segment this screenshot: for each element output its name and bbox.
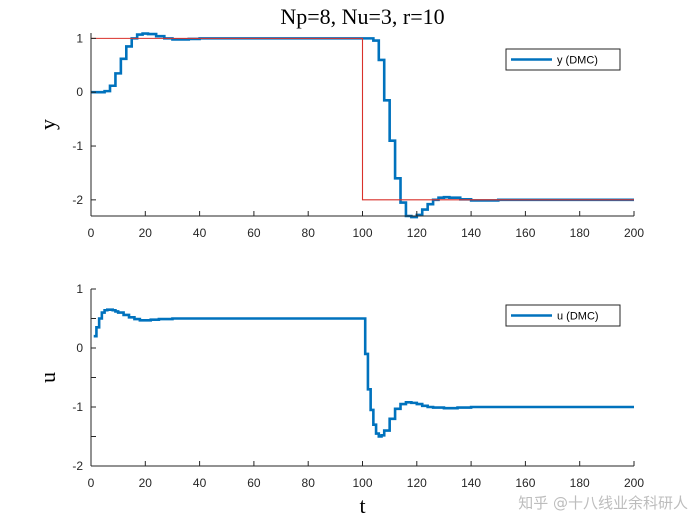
subplot-2-y-tick-label: -1 [72, 400, 83, 414]
subplot-2-legend-box [505, 304, 621, 327]
subplot-2-x-tick-label: 60 [247, 476, 261, 490]
subplot-1-x-tick-label: 100 [352, 226, 372, 240]
subplot-2-y-tick-label: 1 [76, 282, 83, 296]
subplot-2-y-tick-label: 0 [76, 341, 83, 355]
subplot-2-x-tick-label: 100 [352, 476, 372, 490]
subplot-1: 0 20 40 60 80 100 120 140 160 180 200 1 0 -1 -2 Np=8, N… [35, 4, 644, 240]
subplot-1-title: Np=8, Nu=3, r=10 [280, 4, 444, 29]
watermark: 知乎 @十八线业余科研人 [518, 494, 688, 512]
subplot-1-x-tick-label: 180 [570, 226, 590, 240]
subplot-1-x-tick-label: 20 [139, 226, 153, 240]
subplot-1-y-label: y [35, 119, 60, 130]
subplot-1-x-tick-label: 120 [407, 226, 427, 240]
subplot-2-y-label: u [35, 372, 60, 383]
subplot-1-legend-box [505, 48, 621, 71]
subplot-2-x-tick-label: 0 [88, 476, 95, 490]
subplot-1-x-tick-label: 160 [515, 226, 535, 240]
subplot-2-x-tick-label: 180 [570, 476, 590, 490]
subplot-2-y-tick-label: -2 [72, 459, 83, 473]
subplot-1-x-tick-label: 60 [247, 226, 261, 240]
subplot-2-legend-label: u (DMC) [557, 311, 599, 323]
subplot-2-series-line-0 [93, 308, 634, 438]
subplot-2-x-tick-label: 40 [193, 476, 207, 490]
subplot-1-x-tick-label: 40 [193, 226, 207, 240]
subplot-1-y-tick-label: 0 [76, 85, 83, 99]
subplot-1-y-tick-label: -2 [72, 193, 83, 207]
subplot-1-x-tick-label: 140 [461, 226, 481, 240]
subplot-1-x-tick-label: 200 [624, 226, 644, 240]
subplot-2-x-label: t [359, 493, 365, 518]
subplot-2-x-tick-label: 160 [515, 476, 535, 490]
subplot-2-x-tick-label: 20 [139, 476, 153, 490]
subplot-1-series-line-0 [91, 32, 634, 219]
subplot-2-x-tick-label: 140 [461, 476, 481, 490]
subplot-1-x-tick-label: 0 [88, 226, 95, 240]
subplot-2-x-tick-label: 120 [407, 476, 427, 490]
subplot-1-series-reference-1 [91, 37, 634, 201]
subplot-2-x-tick-label: 80 [302, 476, 316, 490]
subplot-2-x-tick-label: 200 [624, 476, 644, 490]
subplot-2: 0 20 40 60 80 100 120 140 160 180 200 1 0 -1 -2 u t u (DM… [35, 282, 644, 518]
subplot-1-legend: y (DMC) [505, 48, 621, 71]
subplot-1-x-tick-label: 80 [302, 226, 316, 240]
subplot-1-y-tick-label: 1 [76, 31, 83, 45]
subplot-2-legend: u (DMC) [505, 304, 621, 327]
subplot-1-legend-label: y (DMC) [557, 55, 598, 67]
subplot-1-y-tick-label: -1 [72, 139, 83, 153]
